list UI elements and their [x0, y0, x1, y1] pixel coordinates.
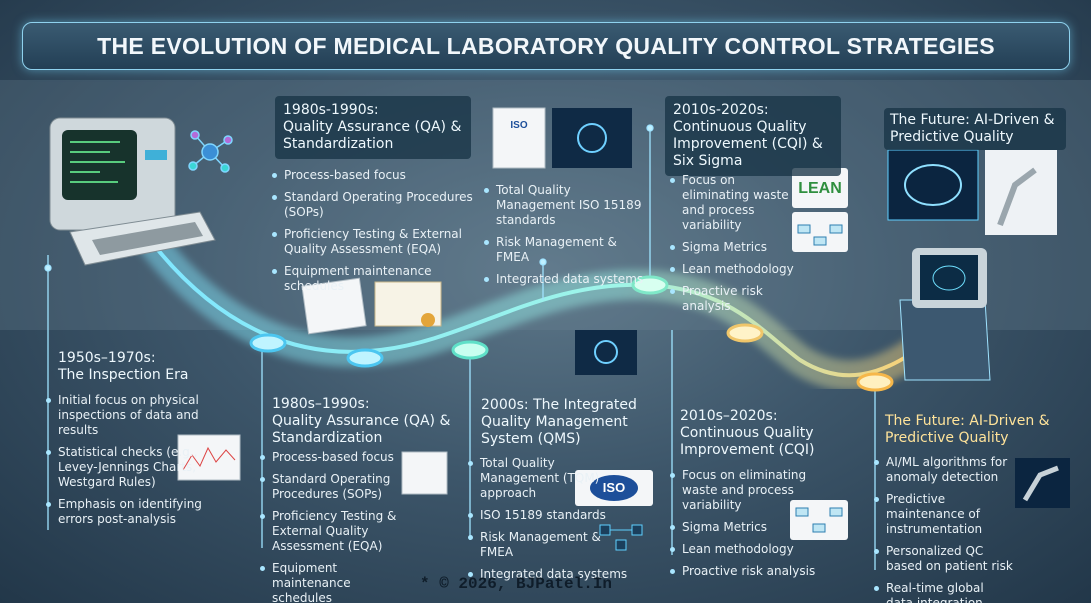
era-title: Continuous Quality Improvement (CQI) & S… [673, 119, 823, 169]
vintage-computer [49, 117, 216, 266]
bullet-list: Process-based focus Standard Operating Pr… [258, 450, 408, 603]
bullet-item: Proactive risk analysis [668, 564, 833, 579]
bullet-item: Risk Management & FMEA [466, 530, 636, 560]
timeline-path [148, 238, 932, 378]
footer: * © 2026, BJPatel.In [420, 575, 613, 593]
era-title: The Inspection Era [58, 367, 189, 383]
icon-label: ISO [603, 480, 625, 495]
era-heading: The Future: AI-Driven & Predictive Quali… [884, 108, 1066, 150]
bullet-item: Focus on eliminating waste and process v… [668, 468, 833, 513]
iso-icons [492, 107, 653, 551]
bullet-item: Personalized QC based on patient risk [872, 544, 1014, 574]
bullet-list: Focus on eliminating waste and process v… [668, 173, 796, 321]
bullet-item: Focus on eliminating waste and process v… [668, 173, 796, 233]
era-title: Quality Assurance (QA) & Standardization [283, 119, 462, 152]
era-label: 2010s–2020s: [680, 408, 778, 424]
bullet-list: Total Quality Management (TQM) approach I… [466, 456, 636, 589]
bullet-item: Sigma Metrics [668, 240, 796, 255]
future-icons [887, 149, 1070, 508]
bullet-item: Proficiency Testing & External Quality A… [270, 227, 480, 257]
era-heading: 2010s-2020s: Continuous Quality Improvem… [665, 96, 841, 176]
bullet-item: Process-based focus [258, 450, 408, 465]
bullet-item: Initial focus on physical inspections of… [44, 393, 202, 438]
document-icons [177, 277, 448, 495]
icon-label: ISO [510, 120, 527, 131]
bullet-list: AI/ML algorithms for anomaly detection Pr… [872, 455, 1014, 603]
era-title: Quality Assurance (QA) & Standardization [272, 413, 451, 446]
era-heading: 1950s–1970s: The Inspection Era [58, 350, 238, 384]
bullet-item: Equipment maintenance schedules [270, 264, 480, 294]
bullet-list: Process-based focus Standard Operating Pr… [270, 168, 480, 301]
molecule-icon [188, 130, 233, 173]
bullet-item: Proficiency Testing & External Quality A… [258, 509, 408, 554]
bullet-item: Risk Management & FMEA [482, 235, 652, 265]
era-title: Continuous Quality Improvement (CQI) [680, 425, 815, 458]
bullet-item: Standard Operating Procedures (SOPs) [270, 190, 480, 220]
bullet-item: Total Quality Management (TQM) approach [466, 456, 636, 501]
bullet-item: Emphasis on identifying errors post-anal… [44, 497, 202, 527]
bullet-item: Integrated data systems [466, 567, 636, 582]
bullet-item: Predictive maintenance of instrumentatio… [872, 492, 1014, 537]
bullet-item: Process-based focus [270, 168, 480, 183]
era-heading: The Future: AI-Driven & Predictive Quali… [885, 413, 1050, 446]
bullet-item: Proactive risk analysis [668, 284, 796, 314]
bullet-item: Real-time global data integration [872, 581, 1014, 603]
era-label: 2010s-2020s: [673, 102, 769, 118]
era-heading: 1980s-1990s: Quality Assurance (QA) & St… [275, 96, 471, 159]
icon-label: LEAN [798, 180, 842, 197]
bullet-list: Initial focus on physical inspections of… [44, 393, 202, 534]
title: THE EVOLUTION OF MEDICAL LABORATORY QUAL… [22, 22, 1070, 70]
era-heading: 2000s: The Integrated Quality Management… [481, 397, 637, 447]
bullet-item: ISO 15189 standards [466, 508, 636, 523]
bullet-item: AI/ML algorithms for anomaly detection [872, 455, 1014, 485]
timeline-nodes [249, 275, 894, 392]
bullet-item: Sigma Metrics [668, 520, 833, 535]
bullet-item: Statistical checks (e.g., Levey-Jennings… [44, 445, 202, 490]
bullet-list: Focus on eliminating waste and process v… [668, 468, 833, 586]
era-heading: 2010s–2020s: Continuous Quality Improvem… [680, 408, 840, 459]
era-label: 1980s-1990s: [283, 102, 379, 118]
bullet-item: Equipment maintenance schedules [258, 561, 408, 603]
bullet-list: Total Quality Management ISO 15189 stand… [482, 183, 652, 294]
bullet-item: Lean methodology [668, 262, 796, 277]
bullet-item: Integrated data systems [482, 272, 652, 287]
bullet-item: Standard Operating Procedures (SOPs) [258, 472, 408, 502]
lean-icons [790, 168, 848, 540]
era-label: 1980s–1990s: [272, 396, 370, 412]
bullet-item: Total Quality Management ISO 15189 stand… [482, 183, 652, 228]
era-label: 1950s–1970s: [58, 350, 156, 366]
bullet-item: Lean methodology [668, 542, 833, 557]
era-heading: 1980s–1990s: Quality Assurance (QA) & St… [272, 396, 462, 447]
